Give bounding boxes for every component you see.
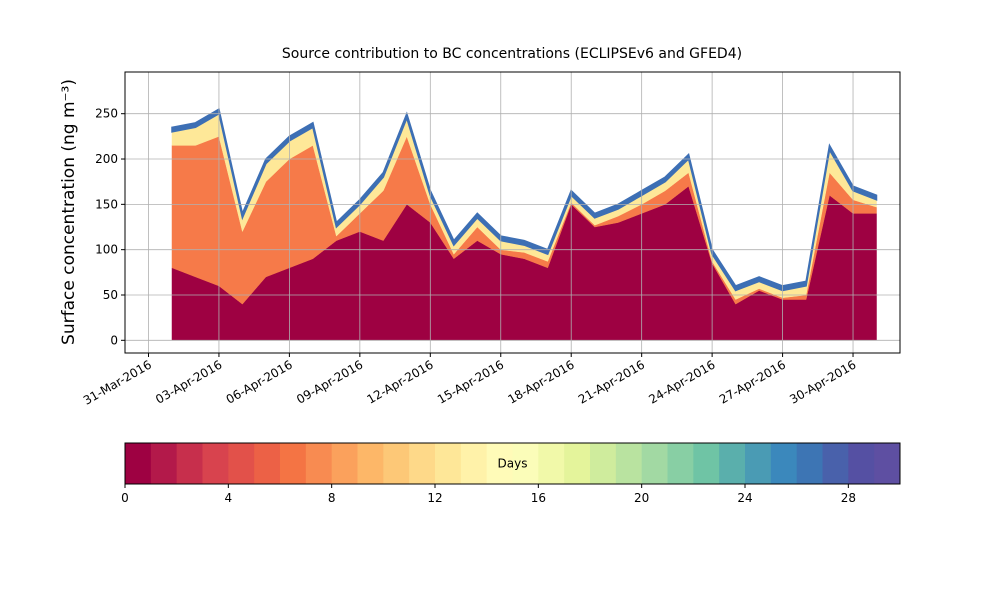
x-tick-label: 12-Apr-2016: [365, 357, 436, 406]
y-axis-label: Surface concentration (ng m⁻³): [59, 79, 79, 345]
x-tick-label: 21-Apr-2016: [576, 357, 647, 406]
colorbar-swatch: [486, 443, 513, 484]
chart-title: Source contribution to BC concentrations…: [282, 46, 742, 62]
colorbar-label: Days: [498, 457, 528, 471]
colorbar-swatch: [460, 443, 488, 484]
colorbar-tick-label: 0: [121, 491, 129, 505]
area-layer: [171, 108, 878, 292]
plot-frame: [124, 71, 901, 354]
colorbar-swatch: [202, 443, 229, 484]
x-tick-label: 03-Apr-2016: [153, 357, 224, 406]
colorbar-swatch: [770, 443, 798, 484]
colorbar-swatch: [822, 443, 849, 484]
x-tick-label: 30-Apr-2016: [787, 357, 858, 406]
y-tick-label: 50: [103, 288, 118, 302]
x-tick-label: 09-Apr-2016: [294, 357, 365, 406]
colorbar-swatch: [357, 443, 384, 484]
x-tick-label: 31-Mar-2016: [81, 357, 154, 407]
colorbar-swatch: [176, 443, 203, 484]
colorbar-tick-label: 20: [634, 491, 649, 505]
colorbar-swatch: [641, 443, 668, 484]
colorbar-swatch: [150, 443, 178, 484]
colorbar-swatch: [745, 443, 772, 484]
y-tick-label: 100: [95, 243, 118, 257]
y-tick-label: 200: [95, 152, 118, 166]
colorbar-tick-label: 28: [841, 491, 856, 505]
colorbar-swatch: [796, 443, 823, 484]
colorbar-swatch: [874, 443, 901, 484]
x-tick-label: 18-Apr-2016: [505, 357, 576, 406]
colorbar-swatch: [693, 443, 720, 484]
x-tick-label: 24-Apr-2016: [646, 357, 717, 406]
colorbar-swatch: [615, 443, 643, 484]
colorbar-swatch: [848, 443, 875, 484]
colorbar-tick-label: 12: [427, 491, 442, 505]
colorbar-swatch: [383, 443, 410, 484]
colorbar-tick-label: 4: [225, 491, 233, 505]
colorbar-swatch: [719, 443, 746, 484]
x-tick-label: 15-Apr-2016: [435, 357, 506, 406]
colorbar-swatch: [538, 443, 565, 484]
colorbar-swatch: [512, 443, 539, 484]
colorbar-swatch: [435, 443, 462, 484]
colorbar-swatch: [667, 443, 694, 484]
colorbar-tick-label: 16: [531, 491, 546, 505]
colorbar-swatch: [280, 443, 307, 484]
colorbar-swatch: [228, 443, 255, 484]
colorbar-swatch: [254, 443, 281, 484]
colorbar-swatch: [331, 443, 358, 484]
x-tick-label: 06-Apr-2016: [224, 357, 295, 406]
x-tick-label: 27-Apr-2016: [717, 357, 788, 406]
colorbar-swatch: [590, 443, 617, 484]
y-tick-label: 250: [95, 107, 118, 121]
colorbar-swatch: [564, 443, 591, 484]
colorbar-frame: [124, 442, 901, 485]
colorbar-swatch: [305, 443, 333, 484]
y-tick-label: 150: [95, 197, 118, 211]
colorbar-swatch: [125, 443, 152, 484]
y-tick-label: 0: [110, 333, 118, 347]
colorbar-tick-label: 24: [737, 491, 752, 505]
colorbar-swatch: [409, 443, 436, 484]
colorbar-tick-label: 8: [328, 491, 336, 505]
